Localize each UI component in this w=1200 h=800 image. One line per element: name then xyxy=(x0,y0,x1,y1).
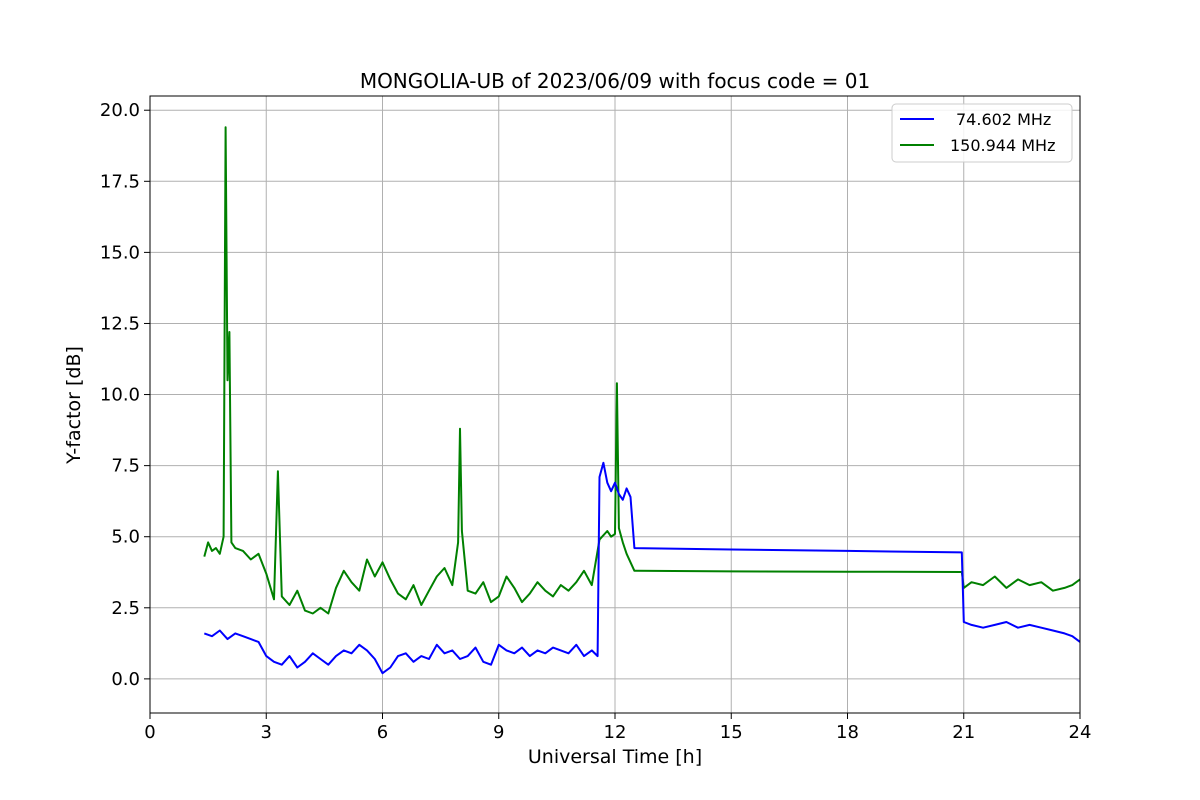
series-layer xyxy=(203,126,1080,675)
y-tick-label: 20.0 xyxy=(100,100,140,121)
x-tick-label: 18 xyxy=(836,722,859,743)
series-line-0 xyxy=(203,461,1080,675)
x-tick-label: 6 xyxy=(377,722,388,743)
axis-ticks: 0 3 6 9 12 15 18 21 24 0.0 2.5 5.0 7.5 10.0 12.5 15.0 17… xyxy=(100,100,1092,743)
y-axis-label: Y-factor [dB] xyxy=(63,346,85,465)
legend-label-74mhz: 74.602 MHz xyxy=(956,110,1051,129)
y-tick-label: 15.0 xyxy=(100,242,140,263)
y-tick-label: 12.5 xyxy=(100,313,140,334)
chart-title: MONGOLIA-UB of 2023/06/09 with focus cod… xyxy=(360,69,870,93)
x-tick-label: 12 xyxy=(604,722,627,743)
x-axis-label: Universal Time [h] xyxy=(528,746,702,768)
x-tick-label: 3 xyxy=(261,722,272,743)
x-tick-label: 9 xyxy=(493,722,504,743)
legend: 74.602 MHz 150.944 MHz xyxy=(891,103,1073,163)
y-tick-label: 5.0 xyxy=(111,527,140,548)
x-tick-label: 21 xyxy=(952,722,975,743)
y-tick-label: 10.0 xyxy=(100,385,140,406)
y-tick-label: 7.5 xyxy=(111,456,140,477)
y-tick-label: 0.0 xyxy=(111,669,140,690)
legend-box xyxy=(891,103,1073,163)
y-tick-label: 2.5 xyxy=(111,598,140,619)
x-tick-label: 24 xyxy=(1069,722,1092,743)
series-line-1 xyxy=(203,126,1080,615)
legend-label-150mhz: 150.944 MHz xyxy=(950,136,1055,155)
y-tick-label: 17.5 xyxy=(100,171,140,192)
x-tick-label: 0 xyxy=(144,722,155,743)
x-tick-label: 15 xyxy=(720,722,743,743)
